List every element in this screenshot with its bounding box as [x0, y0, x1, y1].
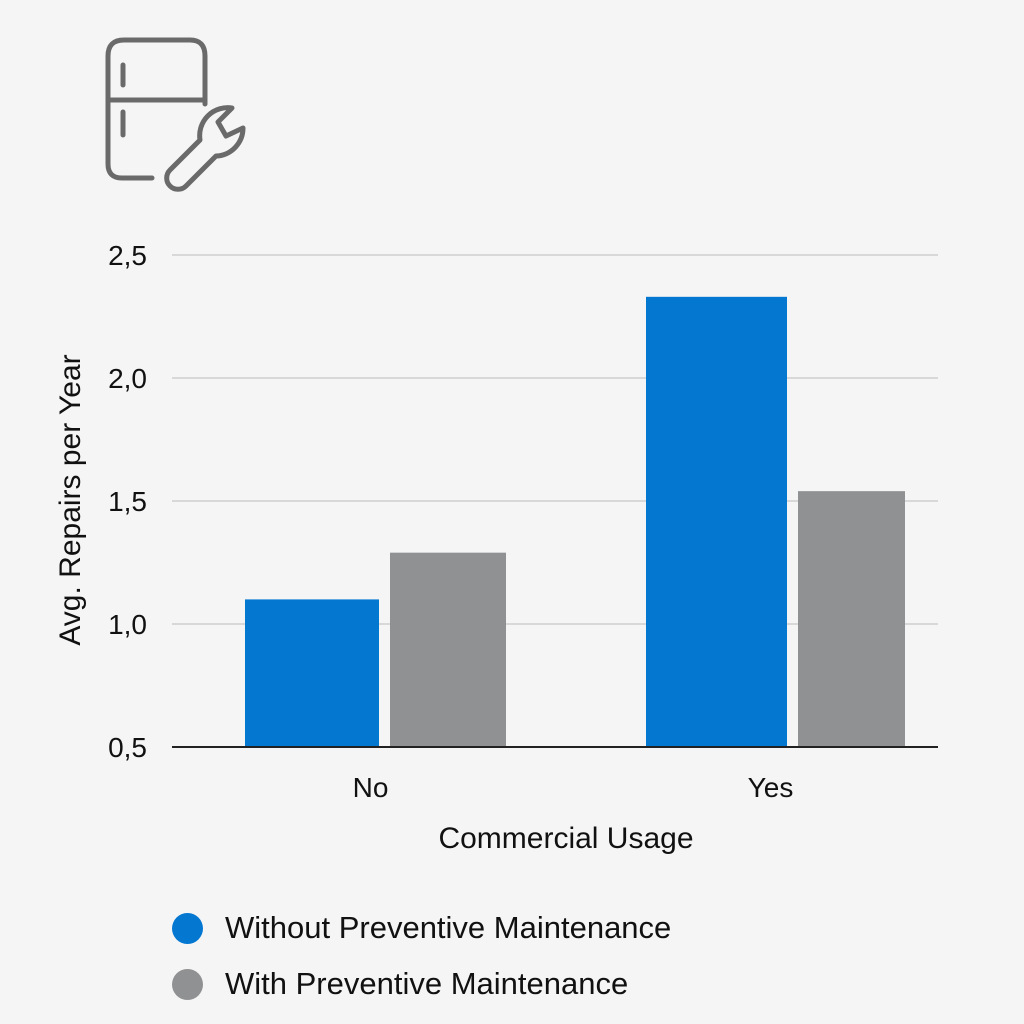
- y-tick-label: 2,5: [108, 240, 147, 271]
- y-axis-title: Avg. Repairs per Year: [54, 354, 87, 645]
- y-tick-label: 1,0: [108, 609, 147, 640]
- x-axis-title: Commercial Usage: [438, 822, 693, 855]
- bar-no-series-1: [390, 552, 506, 747]
- bar-yes-series-1: [798, 491, 905, 747]
- legend-item-without: Without Preventive Maintenance: [172, 900, 671, 956]
- legend-label-with: With Preventive Maintenance: [225, 966, 629, 1001]
- legend-label-without: Without Preventive Maintenance: [225, 910, 672, 945]
- refrigerator-wrench-icon: [105, 37, 246, 192]
- legend-item-with: With Preventive Maintenance: [172, 956, 671, 1012]
- x-tick-label: No: [353, 772, 389, 803]
- bar-no-series-0: [245, 599, 379, 747]
- bar-yes-series-0: [646, 296, 787, 747]
- legend-swatch-with: [172, 968, 203, 1000]
- y-tick-label: 1,5: [108, 486, 147, 517]
- x-tick-label: Yes: [748, 772, 794, 803]
- bar-chart: 0,5 1,0 1,5 2,0 2,5 No Yes Avg. Repairs per Ye…: [54, 37, 938, 855]
- y-tick-label: 0,5: [108, 732, 147, 763]
- legend: Without Preventive Maintenance With Prev…: [172, 900, 671, 1012]
- legend-swatch-without: [172, 912, 203, 944]
- y-tick-label: 2,0: [108, 363, 147, 394]
